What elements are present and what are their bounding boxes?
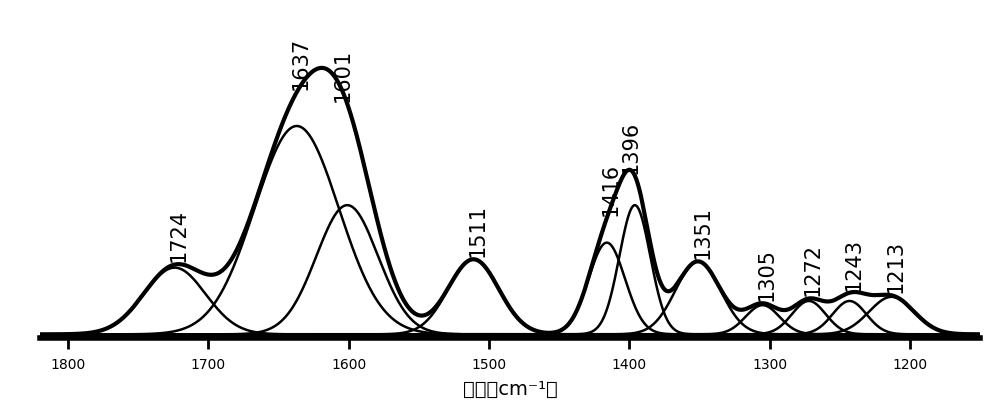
Text: 1305: 1305 xyxy=(757,247,777,300)
Text: 1601: 1601 xyxy=(333,48,353,102)
Text: 1396: 1396 xyxy=(621,120,641,173)
Text: 1272: 1272 xyxy=(803,243,823,296)
Text: 1351: 1351 xyxy=(692,206,712,259)
Text: 1637: 1637 xyxy=(291,37,311,90)
Text: 1243: 1243 xyxy=(844,237,864,290)
Text: 1213: 1213 xyxy=(886,240,906,292)
Text: 1511: 1511 xyxy=(468,204,488,256)
Text: 1416: 1416 xyxy=(601,162,621,215)
X-axis label: 波数（cm⁻¹）: 波数（cm⁻¹） xyxy=(463,379,557,398)
Text: 1724: 1724 xyxy=(169,209,189,262)
